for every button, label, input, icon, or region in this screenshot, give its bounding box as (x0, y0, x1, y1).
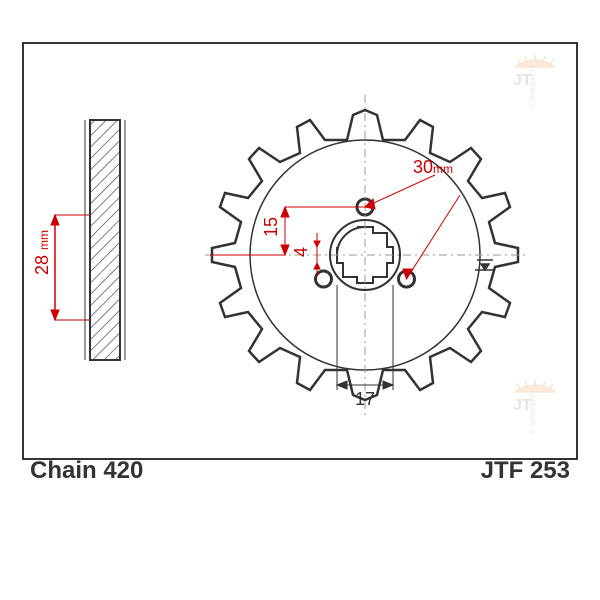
dim-17-text: 17 (355, 389, 375, 409)
dim-4-text: 4 (291, 247, 311, 257)
dim-28 (51, 215, 90, 320)
part-number: JTF 253 (481, 457, 570, 485)
svg-text:JT: JT (513, 397, 532, 414)
jt-logo-bottom: JT JT SPROCKETS (505, 380, 565, 445)
side-view: 28 mm (30, 60, 170, 440)
jt-logo-top: JT JT SPROCKETS (505, 55, 565, 120)
dim-15-text: 15 (261, 217, 281, 237)
svg-text:JT SPROCKETS: JT SPROCKETS (531, 65, 537, 110)
chain-label: Chain 420 (30, 457, 143, 485)
svg-text:JT SPROCKETS: JT SPROCKETS (531, 390, 537, 435)
dim-28-text: 28 mm (32, 230, 52, 275)
svg-text:JT: JT (513, 72, 532, 89)
